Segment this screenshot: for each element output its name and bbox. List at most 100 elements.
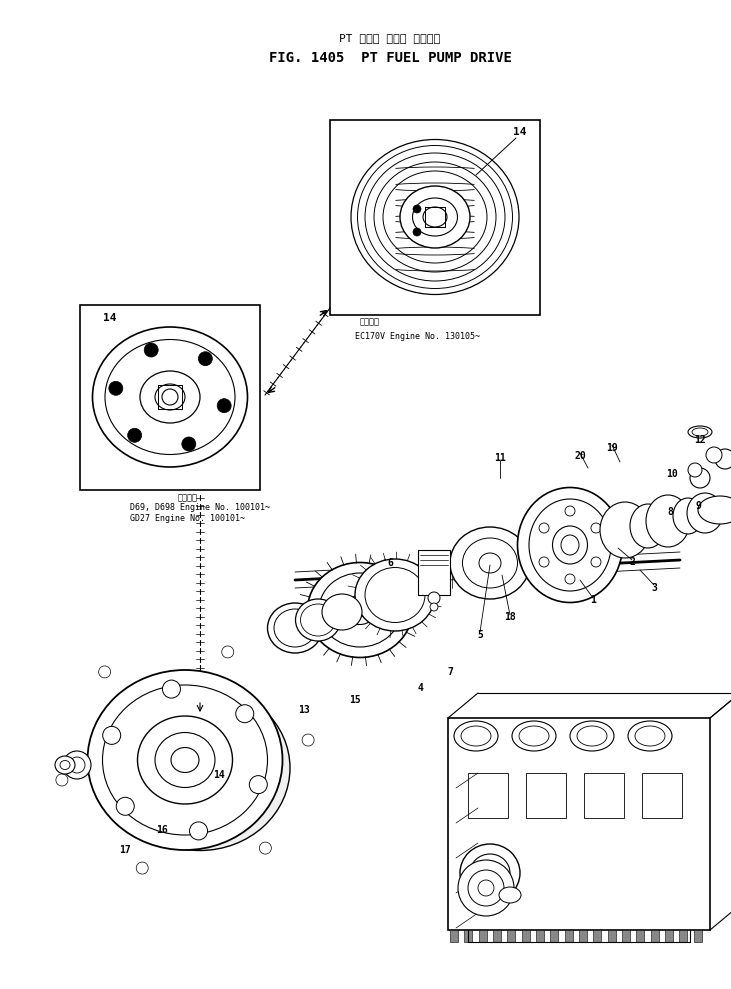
Ellipse shape <box>577 726 607 746</box>
Ellipse shape <box>105 339 235 455</box>
Circle shape <box>221 646 234 658</box>
Circle shape <box>302 734 314 746</box>
Circle shape <box>565 506 575 516</box>
Bar <box>651 930 659 942</box>
Ellipse shape <box>351 139 519 295</box>
Circle shape <box>249 775 268 793</box>
Text: 18: 18 <box>504 612 516 622</box>
Bar <box>579 930 587 942</box>
Circle shape <box>182 437 196 451</box>
Circle shape <box>189 822 208 840</box>
Bar <box>493 930 501 942</box>
Ellipse shape <box>499 887 521 903</box>
Bar <box>622 930 630 942</box>
Ellipse shape <box>454 721 498 751</box>
Circle shape <box>591 557 601 567</box>
Circle shape <box>706 447 722 463</box>
Ellipse shape <box>374 162 496 272</box>
Text: PT フエル ポンプ ドライブ: PT フエル ポンプ ドライブ <box>339 33 441 43</box>
Bar <box>479 930 487 942</box>
Circle shape <box>136 862 148 874</box>
Text: 14: 14 <box>513 127 527 137</box>
Circle shape <box>99 666 110 677</box>
Circle shape <box>462 868 482 888</box>
Circle shape <box>63 751 91 779</box>
Circle shape <box>236 705 254 723</box>
Bar <box>679 930 687 942</box>
Text: 1: 1 <box>590 595 596 605</box>
Ellipse shape <box>322 594 362 630</box>
Bar <box>550 930 558 942</box>
Circle shape <box>468 870 504 906</box>
Bar <box>448 718 710 930</box>
Ellipse shape <box>512 721 556 751</box>
Ellipse shape <box>110 685 290 851</box>
Ellipse shape <box>319 573 401 647</box>
Text: 2: 2 <box>629 557 635 567</box>
Ellipse shape <box>673 498 703 534</box>
Ellipse shape <box>570 721 614 751</box>
Ellipse shape <box>518 488 623 602</box>
Circle shape <box>128 428 142 442</box>
Text: FIG. 1405  PT FUEL PUMP DRIVE: FIG. 1405 PT FUEL PUMP DRIVE <box>268 51 512 65</box>
Ellipse shape <box>628 721 672 751</box>
Text: 7: 7 <box>447 667 453 677</box>
Ellipse shape <box>460 844 520 902</box>
Circle shape <box>217 399 231 412</box>
Circle shape <box>162 680 181 698</box>
Ellipse shape <box>423 207 447 227</box>
Ellipse shape <box>93 327 248 467</box>
Ellipse shape <box>692 428 708 436</box>
Bar <box>536 930 544 942</box>
Ellipse shape <box>357 145 512 289</box>
Circle shape <box>428 592 440 604</box>
Text: 3: 3 <box>651 583 657 593</box>
Ellipse shape <box>365 568 425 622</box>
Ellipse shape <box>365 153 505 281</box>
Circle shape <box>430 603 438 611</box>
Ellipse shape <box>461 726 491 746</box>
Ellipse shape <box>60 761 70 769</box>
Text: 15: 15 <box>349 695 361 705</box>
Bar <box>636 930 644 942</box>
Ellipse shape <box>635 726 665 746</box>
Ellipse shape <box>274 609 316 647</box>
Bar <box>526 773 566 818</box>
Bar <box>80 305 260 490</box>
Circle shape <box>715 449 731 469</box>
Bar <box>694 930 702 942</box>
Text: 12: 12 <box>694 435 706 445</box>
Ellipse shape <box>140 371 200 423</box>
Circle shape <box>688 463 702 477</box>
Bar <box>522 930 530 942</box>
Text: 10: 10 <box>666 469 678 479</box>
Ellipse shape <box>646 495 690 547</box>
Ellipse shape <box>308 563 412 658</box>
Bar <box>607 930 616 942</box>
Ellipse shape <box>383 171 487 263</box>
Text: 13: 13 <box>298 705 310 715</box>
Ellipse shape <box>171 748 199 772</box>
Bar <box>594 930 602 942</box>
Circle shape <box>690 468 710 488</box>
Circle shape <box>466 872 478 884</box>
Text: D69, D698 Engine No. 100101~
GD27 Engine No. 100101~: D69, D698 Engine No. 100101~ GD27 Engine… <box>130 503 270 523</box>
Ellipse shape <box>698 496 731 524</box>
Circle shape <box>591 523 601 533</box>
Text: 16: 16 <box>156 825 168 835</box>
Bar <box>507 930 515 942</box>
Ellipse shape <box>344 595 376 624</box>
Ellipse shape <box>600 502 650 558</box>
Bar <box>642 773 682 818</box>
Text: 17: 17 <box>119 845 131 855</box>
Text: EC170V Engine No. 130105~: EC170V Engine No. 130105~ <box>355 331 480 340</box>
Text: 19: 19 <box>606 443 618 453</box>
Bar <box>665 930 673 942</box>
Ellipse shape <box>687 493 723 533</box>
Ellipse shape <box>355 559 435 631</box>
Bar <box>584 773 624 818</box>
Text: 8: 8 <box>667 507 673 517</box>
Ellipse shape <box>479 553 501 573</box>
Circle shape <box>413 228 421 236</box>
Circle shape <box>109 382 123 396</box>
